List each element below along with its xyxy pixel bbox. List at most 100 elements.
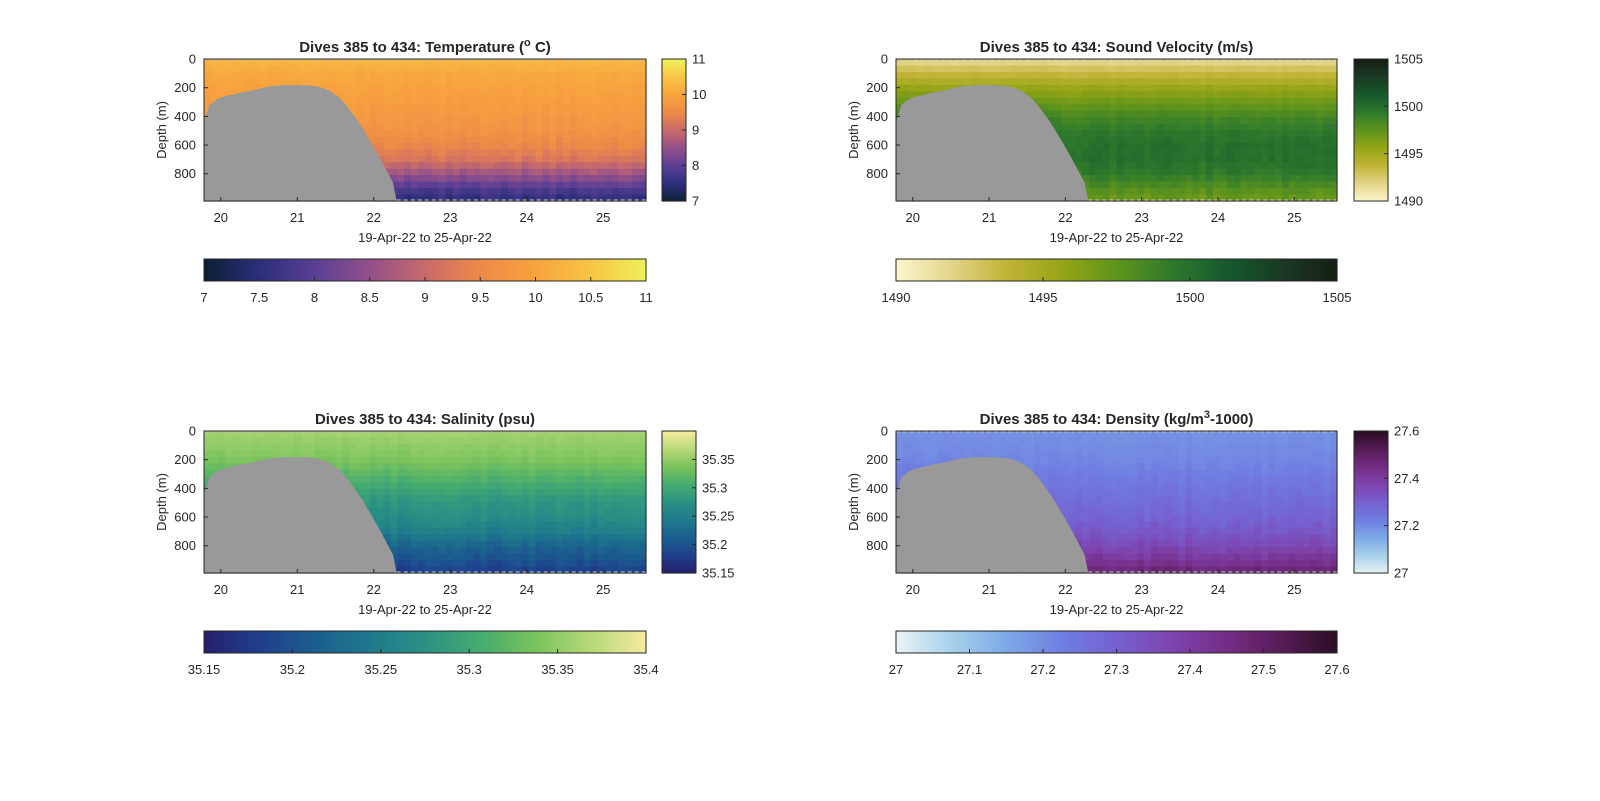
heatmap-cell <box>625 110 633 118</box>
heatmap-cell <box>390 502 398 510</box>
heatmap-cell <box>1206 97 1214 105</box>
heatmap-cell <box>528 162 537 170</box>
heatmap-cell <box>1212 84 1221 92</box>
heatmap-cell <box>1047 110 1056 118</box>
heatmap-cell <box>1061 123 1069 131</box>
heatmap-cell <box>459 175 468 183</box>
heatmap-cell <box>514 181 523 189</box>
heatmap-cell <box>418 514 426 522</box>
heatmap-cell <box>355 104 364 112</box>
colorbar-segment <box>445 259 450 281</box>
heatmap-cell <box>1330 117 1338 125</box>
heatmap-cell <box>528 547 537 555</box>
heatmap-cell <box>1206 194 1214 202</box>
heatmap-cell <box>1157 117 1166 125</box>
heatmap-cell <box>480 514 488 522</box>
heatmap-cell <box>507 142 516 150</box>
heatmap-cell <box>390 456 398 464</box>
colorbar-tick-label: 1490 <box>882 290 911 305</box>
heatmap-cell <box>335 91 343 99</box>
heatmap-cell <box>625 84 633 92</box>
heatmap-cell <box>1261 104 1269 112</box>
heatmap-cell <box>590 136 599 144</box>
heatmap-cell <box>896 476 904 484</box>
heatmap-cell <box>404 514 412 522</box>
heatmap-cell <box>514 553 523 561</box>
heatmap-cell <box>487 155 495 163</box>
heatmap-cell <box>452 514 461 522</box>
heatmap-cell <box>1219 155 1228 163</box>
heatmap-cell <box>404 431 412 439</box>
colorbar-segment <box>529 631 535 653</box>
heatmap-cell <box>487 443 495 451</box>
colorbar-segment <box>1354 96 1388 100</box>
heatmap-cell <box>431 456 440 464</box>
heatmap-cell <box>473 110 481 118</box>
heatmap-cell <box>1247 188 1255 196</box>
heatmap-cell <box>1288 162 1297 170</box>
heatmap-cell <box>494 130 502 138</box>
heatmap-cell <box>570 553 578 561</box>
heatmap-cell <box>383 65 392 73</box>
colorbar-segment <box>662 153 686 157</box>
colorbar-segment <box>976 259 981 281</box>
colorbar-segment <box>344 631 350 653</box>
heatmap-cell <box>459 168 468 176</box>
heatmap-cell <box>445 130 454 138</box>
heatmap-cell <box>245 443 253 451</box>
heatmap-cell <box>639 71 647 79</box>
heatmap-cell <box>549 59 557 67</box>
heatmap-cell <box>604 117 613 125</box>
heatmap-cell <box>418 91 426 99</box>
heatmap-cell <box>1068 136 1076 144</box>
heatmap-cell <box>438 437 447 445</box>
heatmap-cell <box>618 110 626 118</box>
heatmap-cell <box>556 91 564 99</box>
heatmap-cell <box>528 142 537 150</box>
heatmap-cell <box>1309 97 1317 105</box>
heatmap-cell <box>507 162 516 170</box>
heatmap-cell <box>411 527 419 535</box>
heatmap-cell <box>487 117 495 125</box>
heatmap-cell <box>507 155 516 163</box>
heatmap-cell <box>1274 149 1283 157</box>
heatmap-cell <box>625 560 633 568</box>
heatmap-cell <box>466 181 474 189</box>
heatmap-cell <box>279 431 288 439</box>
heatmap-cell <box>1054 123 1062 131</box>
heatmap-cell <box>349 84 357 92</box>
colorbar-segment <box>260 631 265 653</box>
heatmap-cell <box>1247 194 1255 202</box>
colorbar-segment <box>662 542 696 546</box>
heatmap-cell <box>618 560 626 568</box>
colorbar-segment <box>368 631 374 653</box>
colorbar-segment <box>662 561 696 565</box>
heatmap-cell <box>1102 142 1111 150</box>
heatmap-cell <box>542 123 550 131</box>
colorbar-segment <box>473 631 478 653</box>
colorbar-segment <box>457 259 462 281</box>
x-tick-label: 21 <box>982 210 996 225</box>
heatmap-cell <box>1309 194 1317 202</box>
colorbar-segment <box>404 631 410 653</box>
heatmap-cell <box>937 65 945 73</box>
heatmap-cell <box>521 175 530 183</box>
heatmap-cell <box>425 117 433 125</box>
colorbar-segment <box>1320 259 1326 281</box>
heatmap-cell <box>383 104 392 112</box>
heatmap-cell <box>1295 130 1304 138</box>
colorbar-segment <box>1300 259 1306 281</box>
colorbar-segment <box>1296 259 1302 281</box>
heatmap-cell <box>342 71 350 79</box>
heatmap-cell <box>514 476 523 484</box>
heatmap-cell <box>611 104 619 112</box>
heatmap-cell <box>1240 104 1249 112</box>
heatmap-cell <box>369 71 378 79</box>
x-tick-label: 23 <box>1134 210 1148 225</box>
heatmap-cell <box>951 78 959 86</box>
heatmap-cell <box>431 534 440 542</box>
heatmap-cell <box>404 469 412 477</box>
heatmap-cell <box>1178 181 1187 189</box>
heatmap-cell <box>1068 110 1076 118</box>
heatmap-cell <box>1130 136 1138 144</box>
